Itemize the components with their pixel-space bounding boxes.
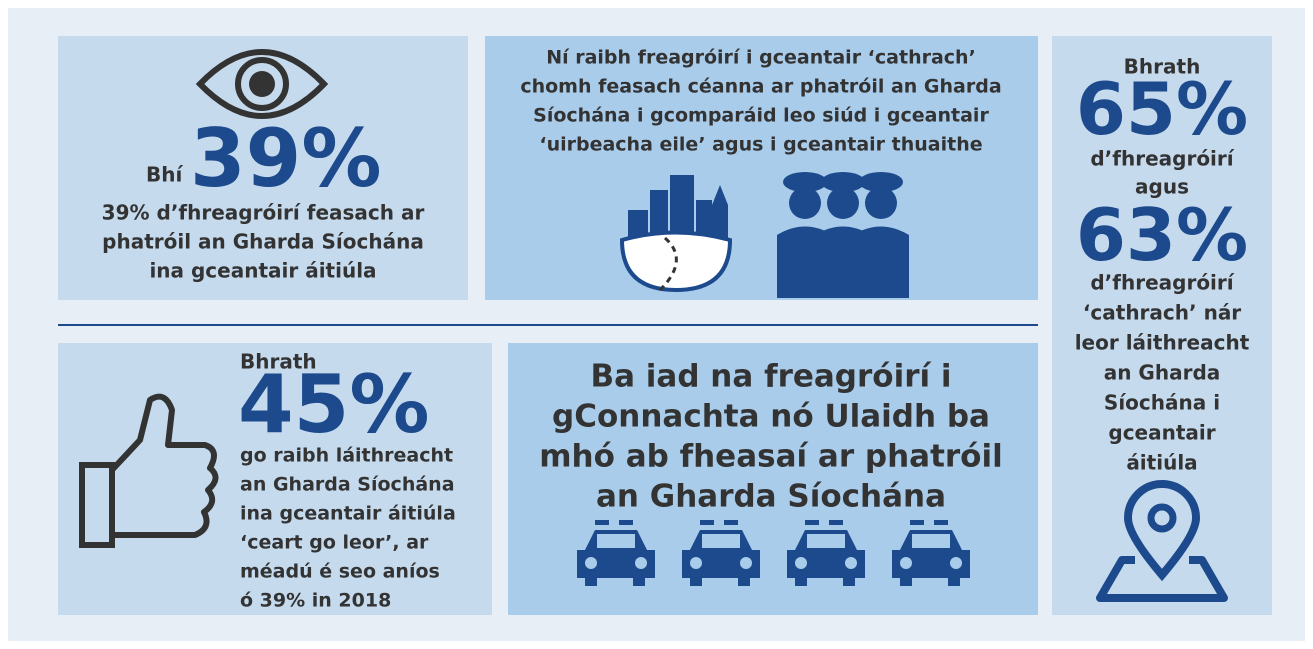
text-line: ‘ceart go leor’, ar xyxy=(240,532,429,554)
text-line: phatróil an Gharda Síochána xyxy=(102,230,424,254)
page: {"eye_panel": {"prefix": "Bhí", "figure"… xyxy=(0,0,1313,649)
text-line: méadú é seo aníos xyxy=(240,561,440,583)
police-icon xyxy=(777,172,909,298)
text-line: go raibh láithreacht xyxy=(240,445,453,467)
text-line: 39% d’fhreagróirí feasach ar xyxy=(102,201,425,225)
prefix: Bhí xyxy=(146,163,183,187)
text-line: an Gharda Síochána xyxy=(596,479,946,515)
figure: 39% xyxy=(190,112,381,205)
text-line: ina gceantair áitiúla xyxy=(240,503,456,525)
infographic: Bhí 39% Bhrath 65% 63% Bhrath 45% 39% d’… xyxy=(0,0,1313,649)
text-line: gConnachta nó Ulaidh ba xyxy=(552,399,990,435)
text-line: an Gharda Síochána xyxy=(240,474,455,496)
text-line: an Gharda xyxy=(1104,361,1221,385)
figure: 45% xyxy=(238,358,429,451)
text-line: Ba iad na freagróirí i xyxy=(590,359,951,395)
text-line: ó 39% in 2018 xyxy=(240,590,391,612)
text-line: chomh feasach céanna ar phatróil an Ghar… xyxy=(520,76,1001,98)
text-line: d’fhreagróirí xyxy=(1090,271,1234,295)
text-line: ‘cathrach’ nár xyxy=(1083,301,1241,325)
text-line: ina gceantair áitiúla xyxy=(149,259,376,283)
text-line: Ní raibh freagróirí i gceantair ‘cathrac… xyxy=(546,47,976,69)
figure: 65% xyxy=(1076,67,1248,151)
text-line: gceantair xyxy=(1108,421,1215,445)
text-line: Síochána i gcomparáid leo siúd i gceanta… xyxy=(533,105,989,127)
text-line: d’fhreagróirí xyxy=(1090,147,1234,171)
text-line: Síochána i xyxy=(1104,391,1220,415)
text-line: mhó ab fheasaí ar phatróil xyxy=(539,439,1003,475)
text-line: agus xyxy=(1135,175,1189,199)
figure: 63% xyxy=(1076,193,1248,277)
text-line: leor láithreacht xyxy=(1075,331,1250,355)
text-line: áitiúla xyxy=(1126,451,1197,475)
text-line: ‘uirbeacha eile’ agus i gceantair thuait… xyxy=(539,134,982,156)
